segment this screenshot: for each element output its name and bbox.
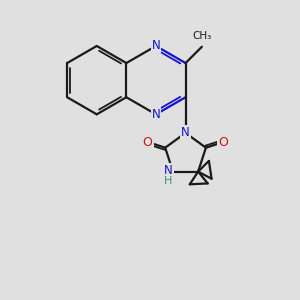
Text: N: N	[164, 164, 173, 177]
Text: N: N	[152, 40, 160, 52]
Text: N: N	[152, 108, 160, 121]
Text: CH₃: CH₃	[192, 32, 212, 41]
Text: O: O	[218, 136, 228, 148]
Text: O: O	[143, 136, 153, 148]
Text: H: H	[164, 176, 173, 185]
Text: N: N	[181, 126, 190, 140]
